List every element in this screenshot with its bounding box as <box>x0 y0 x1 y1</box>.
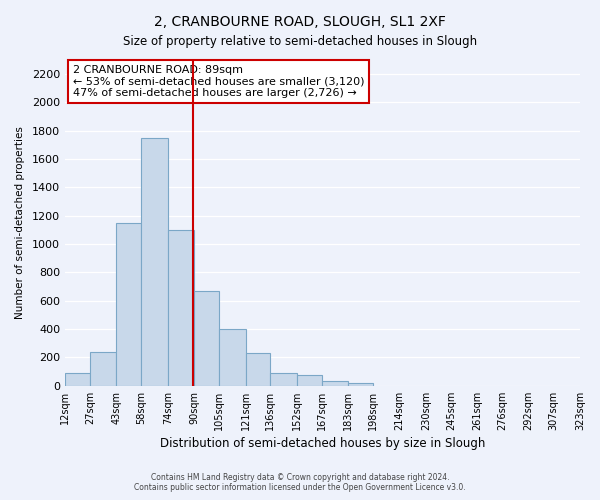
Bar <box>90 352 116 386</box>
Bar <box>168 230 194 386</box>
Bar <box>245 353 271 386</box>
Text: 2, CRANBOURNE ROAD, SLOUGH, SL1 2XF: 2, CRANBOURNE ROAD, SLOUGH, SL1 2XF <box>154 15 446 29</box>
Bar <box>116 223 141 386</box>
Text: Contains HM Land Registry data © Crown copyright and database right 2024.
Contai: Contains HM Land Registry data © Crown c… <box>134 473 466 492</box>
Bar <box>297 375 322 386</box>
Text: 2 CRANBOURNE ROAD: 89sqm
← 53% of semi-detached houses are smaller (3,120)
47% o: 2 CRANBOURNE ROAD: 89sqm ← 53% of semi-d… <box>73 65 364 98</box>
Text: Size of property relative to semi-detached houses in Slough: Size of property relative to semi-detach… <box>123 35 477 48</box>
Bar <box>219 329 245 386</box>
Bar <box>141 138 168 386</box>
Bar <box>348 383 373 386</box>
X-axis label: Distribution of semi-detached houses by size in Slough: Distribution of semi-detached houses by … <box>160 437 485 450</box>
Bar <box>271 373 297 386</box>
Bar <box>322 381 348 386</box>
Y-axis label: Number of semi-detached properties: Number of semi-detached properties <box>15 126 25 320</box>
Bar <box>65 373 90 386</box>
Bar <box>194 291 219 386</box>
